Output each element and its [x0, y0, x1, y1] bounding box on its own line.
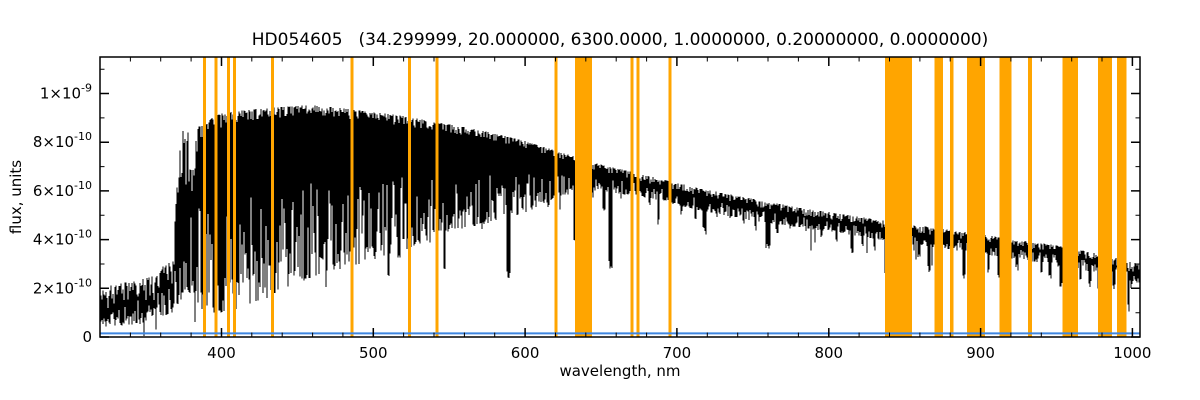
x-tick-label: 800	[814, 344, 843, 362]
y-tick-label: 0	[82, 328, 92, 346]
mask-band	[408, 57, 412, 337]
major-ticks	[100, 57, 1140, 338]
mask-band	[1028, 57, 1032, 337]
y-tick-exponent: -10	[74, 276, 92, 289]
x-tick-label: 1000	[1113, 344, 1151, 362]
mask-band	[214, 57, 218, 337]
y-tick-label: 4×10-10	[33, 228, 92, 249]
plot-title-star: HD054605	[252, 30, 343, 50]
y-tick-exponent: -10	[74, 130, 92, 143]
mask-band	[999, 57, 1012, 337]
mask-band	[270, 57, 274, 337]
y-tick-label: 8×10-10	[33, 130, 92, 151]
x-tick-label: 600	[511, 344, 540, 362]
y-tick-label: 1×10-9	[40, 82, 92, 103]
plot-title: HD054605 (34.299999, 20.000000, 6300.0000…	[252, 30, 989, 50]
mask-band	[226, 57, 230, 337]
mask-band	[949, 57, 954, 337]
mask-bands-layer	[203, 57, 1127, 337]
mask-band	[1098, 57, 1112, 337]
mask-band	[554, 57, 558, 337]
axes-layer	[99, 56, 1141, 338]
mask-band	[203, 57, 207, 337]
y-tick-label: 2×10-10	[33, 276, 92, 297]
y-tick-exponent: -10	[74, 228, 92, 241]
mask-band	[1062, 57, 1078, 337]
x-axis-label: wavelength, nm	[559, 362, 680, 380]
y-axis-label: flux, units	[7, 160, 25, 234]
x-tick-label: 400	[207, 344, 236, 362]
y-tick-exponent: -10	[74, 179, 92, 192]
plot-box	[99, 56, 1141, 338]
mask-band	[435, 57, 439, 337]
x-tick-label: 700	[663, 344, 692, 362]
mask-band	[350, 57, 354, 337]
mask-band	[636, 57, 640, 337]
mask-band	[232, 57, 236, 337]
mask-band	[934, 57, 944, 337]
mask-band	[966, 57, 986, 337]
x-tick-label: 500	[359, 344, 388, 362]
plot-title-params: (34.299999, 20.000000, 6300.0000, 1.0000…	[359, 30, 989, 50]
x-tick-label: 900	[966, 344, 995, 362]
minor-ticks	[99, 57, 1140, 337]
mask-band	[1117, 57, 1127, 337]
y-tick-exponent: -9	[81, 82, 92, 95]
y-tick-label: 6×10-10	[33, 179, 92, 200]
mask-band	[668, 57, 672, 337]
mask-band	[575, 57, 592, 337]
mask-band	[884, 57, 913, 337]
mask-band	[630, 57, 634, 337]
